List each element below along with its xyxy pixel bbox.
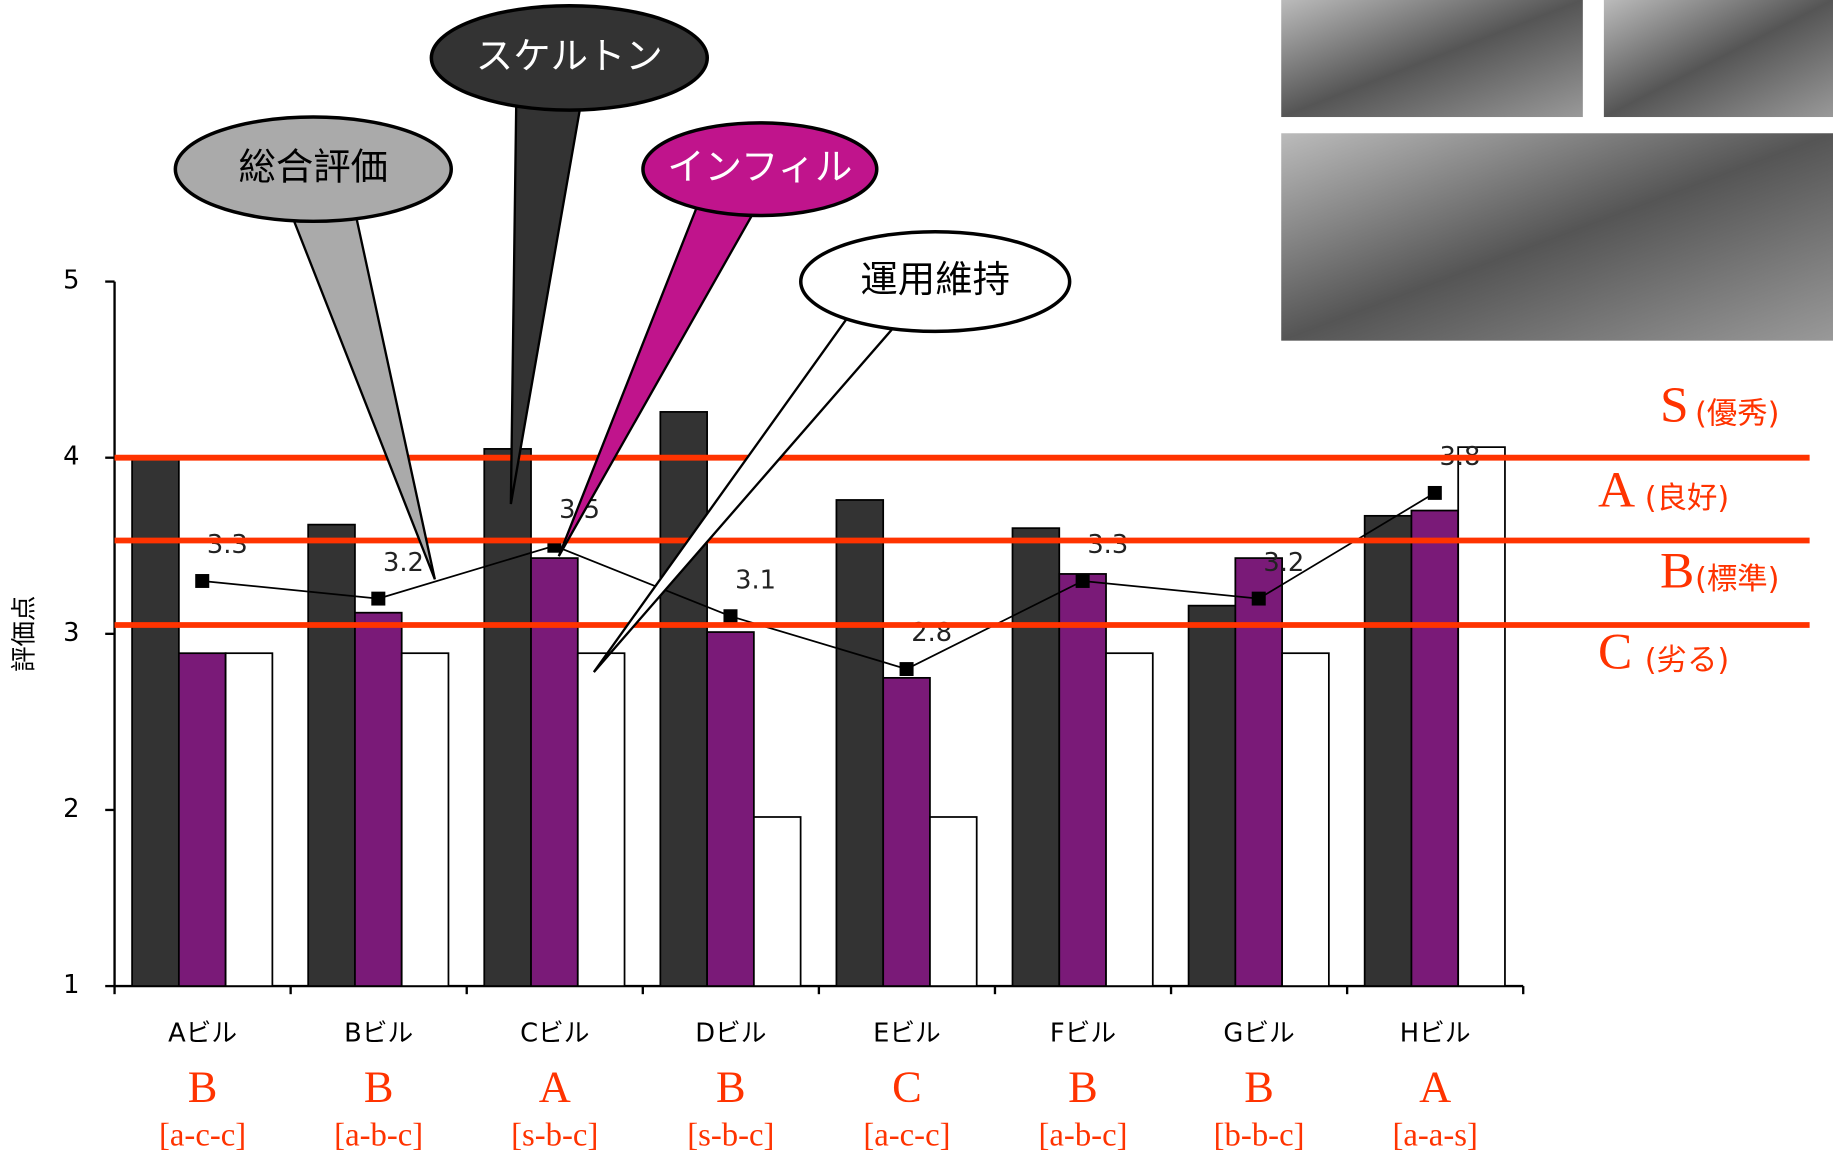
callout-bubble: [641, 121, 879, 218]
grade-desc: (標準): [1695, 562, 1779, 597]
bar: [224, 652, 274, 987]
code: [a-a-s]: [1392, 1117, 1477, 1153]
grade-band: S (優秀): [1660, 377, 1780, 434]
line-point: [1075, 574, 1090, 588]
grade-desc: (劣る): [1645, 643, 1729, 678]
x-tick-label: Hビル: [1400, 1019, 1471, 1049]
rating: B: [716, 1063, 746, 1112]
y-axis-label: 評価点: [10, 596, 40, 672]
bar: [659, 411, 708, 987]
bar: [752, 816, 802, 987]
callout: 運用維持: [592, 230, 1072, 673]
x-tick-label: Gビル: [1223, 1019, 1294, 1049]
bar: [929, 816, 978, 987]
code: [a-b-c]: [1039, 1117, 1128, 1153]
code: [s-b-c]: [687, 1117, 774, 1153]
bar: [400, 652, 450, 987]
y-tick-label: 3: [63, 618, 79, 648]
photo: [1603, 0, 1833, 118]
callout-bubble: [173, 115, 453, 224]
rating: C: [892, 1063, 922, 1112]
x-tick-label: Aビル: [168, 1019, 237, 1049]
legend-label: 総合評価: [238, 145, 388, 189]
callout: 総合評価: [173, 115, 453, 580]
x-tick-label: Cビル: [520, 1019, 589, 1049]
x-tick-label: Fビル: [1050, 1019, 1116, 1049]
line-point: [1251, 591, 1266, 606]
code: [s-b-c]: [511, 1117, 598, 1153]
bar: [530, 557, 579, 987]
bar: [1058, 573, 1107, 987]
legend-label: インフィル: [667, 145, 852, 189]
y-tick-label: 2: [63, 794, 79, 824]
grade-letter: A: [1598, 462, 1635, 519]
grade-band: B (標準): [1660, 543, 1780, 600]
bar: [307, 523, 356, 987]
callout-tail: [509, 68, 589, 505]
data-label: 3.2: [1263, 548, 1304, 578]
legend-label: 運用維持: [860, 257, 1010, 301]
code: [b-b-c]: [1214, 1117, 1305, 1153]
bar: [1363, 514, 1413, 987]
bar: [354, 611, 403, 987]
rating: A: [539, 1063, 571, 1112]
data-label: 3.1: [735, 566, 776, 596]
code: [a-c-c]: [863, 1117, 950, 1153]
rating: B: [364, 1063, 394, 1112]
grade-letter: B: [1660, 543, 1694, 600]
bar: [1187, 604, 1237, 987]
photo: [1281, 133, 1833, 341]
bar: [1410, 509, 1460, 987]
x-tick-label: Bビル: [344, 1019, 413, 1049]
bar: [706, 631, 755, 987]
bar: [1457, 446, 1506, 987]
callout: インフィル: [557, 121, 879, 557]
bar: [177, 652, 227, 987]
grade-desc: (優秀): [1695, 396, 1779, 431]
data-label: 3.3: [1087, 530, 1128, 560]
grade-band: C (劣る): [1598, 624, 1729, 681]
line-point: [371, 591, 386, 606]
callout-bubble: [429, 4, 710, 112]
x-tick-label: Dビル: [695, 1019, 766, 1049]
x-tick-label: Eビル: [873, 1019, 941, 1049]
data-label: 3.2: [383, 548, 424, 578]
line-point: [899, 662, 914, 677]
line-series: [202, 492, 1436, 670]
y-tick-label: 5: [63, 266, 79, 296]
callout: スケルトン: [429, 4, 710, 505]
code: [a-c-c]: [159, 1117, 246, 1153]
y-tick-label: 1: [63, 970, 79, 1000]
bar: [483, 448, 532, 987]
bar: [882, 676, 931, 987]
y-tick-label: 4: [63, 442, 79, 472]
rating: B: [188, 1063, 218, 1112]
bar: [835, 499, 885, 987]
grade-letter: C: [1598, 624, 1632, 681]
code: [a-b-c]: [334, 1117, 423, 1153]
bar: [576, 652, 626, 987]
callout-bubble: [799, 230, 1072, 334]
callout-tail: [276, 179, 437, 580]
rating: B: [1068, 1063, 1098, 1112]
bar: [1281, 652, 1330, 987]
rating: A: [1419, 1063, 1451, 1112]
line-point: [723, 609, 738, 624]
photo: [1281, 0, 1583, 118]
bar: [131, 456, 180, 987]
data-label: 3.3: [207, 530, 248, 560]
line-point: [195, 574, 210, 588]
bar: [1105, 652, 1154, 987]
legend-label: スケルトン: [476, 34, 663, 78]
grade-letter: S: [1660, 377, 1689, 434]
grade-desc: (良好): [1645, 481, 1729, 516]
line-point: [1427, 485, 1442, 500]
rating: B: [1244, 1063, 1274, 1112]
grade-band: A (良好): [1598, 462, 1729, 519]
